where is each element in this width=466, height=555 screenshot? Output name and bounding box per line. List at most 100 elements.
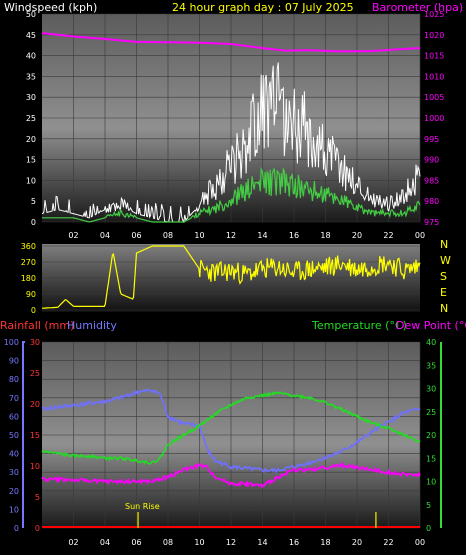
temp-panel-x-ticks: 02 04 06 08 10 12 14 16 18 20 22 00: [68, 538, 425, 547]
barometer-tick-label: 1020: [424, 31, 444, 40]
barometer-tick-label: 1010: [424, 72, 444, 81]
temperature-tick-label: 35: [426, 361, 436, 370]
temp-x-tick-label: 20: [352, 538, 362, 547]
barometer-tick-label: 985: [424, 176, 439, 185]
sunrise-label: Sun Rise: [125, 502, 160, 511]
humidity-tick-label: 30: [9, 468, 19, 477]
wind-x-tick-label: 12: [226, 231, 236, 240]
compass-label: W: [440, 254, 451, 267]
temp-x-tick-label: 04: [100, 538, 110, 547]
wind-x-tick-label: 18: [320, 231, 330, 240]
windspeed-axis-title: Windspeed (kph): [4, 1, 97, 14]
barometer-line: [41, 32, 421, 53]
wind-x-tick-label: 22: [383, 231, 393, 240]
wind-direction-line: [42, 245, 421, 309]
direction-tick-label: 270: [21, 258, 36, 267]
windspeed-tick-label: 30: [26, 93, 36, 102]
barometer-tick-label: 980: [424, 197, 439, 206]
temperature-tick-label: 25: [426, 408, 436, 417]
humidity-tick-label: 100: [4, 338, 19, 347]
direction-tick-label: 0: [31, 306, 36, 315]
dew-point-axis-title: Dew Point (°C): [396, 319, 466, 332]
windspeed-y-ticks: 0 5 10 15 20 25 30 35 40 45 50: [26, 10, 36, 227]
barometer-tick-label: 1025: [424, 10, 444, 19]
rainfall-tick-label: 20: [30, 400, 40, 409]
wind-panel-series: [41, 32, 421, 224]
windspeed-tick-label: 5: [31, 197, 36, 206]
rainfall-tick-label: 5: [35, 493, 40, 502]
wind-panel-x-ticks: 02 04 06 08 10 12 14 16 18 20 22 00: [68, 231, 425, 240]
barometer-axis-title: Barometer (hpa): [372, 1, 463, 14]
rainfall-tick-label: 10: [30, 462, 40, 471]
wind-average-line: [42, 166, 421, 223]
humidity-tick-label: 40: [9, 450, 19, 459]
wind-x-tick-label: 14: [257, 231, 267, 240]
temp-panel-axes: 0 10 20 30 40 50 60 70 80 90 100 0 5 10 15 20 25 30 0 5 10 15…: [4, 338, 442, 533]
humidity-tick-label: 50: [9, 431, 19, 440]
temp-x-tick-label: 00: [415, 538, 425, 547]
dew-point-line: [41, 461, 421, 489]
wind-gust-line: [41, 62, 421, 224]
wind-x-tick-label: 08: [163, 231, 173, 240]
wind-x-tick-label: 00: [415, 231, 425, 240]
temperature-tick-label: 20: [426, 431, 436, 440]
temp-x-tick-label: 12: [226, 538, 236, 547]
rainfall-tick-label: 15: [30, 431, 40, 440]
barometer-tick-label: 975: [424, 218, 439, 227]
compass-label: N: [440, 238, 448, 251]
humidity-tick-label: 10: [9, 505, 19, 514]
temp-x-tick-label: 02: [68, 538, 78, 547]
windspeed-tick-label: 35: [26, 72, 36, 81]
windspeed-tick-label: 20: [26, 135, 36, 144]
rainfall-tick-label: 30: [30, 338, 40, 347]
windspeed-tick-label: 25: [26, 114, 36, 123]
temp-x-tick-label: 10: [194, 538, 204, 547]
humidity-tick-label: 70: [9, 394, 19, 403]
barometer-tick-label: 990: [424, 156, 439, 165]
wind-x-tick-label: 06: [131, 231, 141, 240]
direction-panel-grid: [42, 245, 420, 311]
humidity-tick-label: 90: [9, 357, 19, 366]
temperature-axis-title: Temperature (°C): [311, 319, 407, 332]
humidity-axis-title: Humidity: [67, 319, 117, 332]
humidity-tick-label: 20: [9, 487, 19, 496]
direction-tick-label: 360: [21, 242, 36, 251]
temperature-line: [41, 390, 421, 465]
wind-x-tick-label: 16: [289, 231, 299, 240]
barometer-y-ticks: 975 980 985 990 995 1000 1005 1010 1015 1020 1025: [424, 10, 444, 227]
temperature-tick-label: 15: [426, 454, 436, 463]
barometer-tick-label: 1015: [424, 52, 444, 61]
wind-x-tick-label: 10: [194, 231, 204, 240]
temp-x-tick-label: 14: [257, 538, 267, 547]
humidity-tick-label: 80: [9, 375, 19, 384]
barometer-tick-label: 995: [424, 135, 439, 144]
rainfall-axis-title: Rainfall (mm): [0, 319, 74, 332]
temp-panel-series: [41, 388, 421, 528]
barometer-tick-label: 1005: [424, 93, 444, 102]
rainfall-tick-label: 0: [35, 524, 40, 533]
barometer-tick-label: 1000: [424, 114, 444, 123]
direction-y-ticks: 0 90 180 270 360: [21, 242, 36, 315]
windspeed-tick-label: 15: [26, 156, 36, 165]
windspeed-tick-label: 0: [31, 218, 36, 227]
direction-tick-label: 90: [26, 290, 36, 299]
windspeed-tick-label: 10: [26, 176, 36, 185]
humidity-tick-label: 60: [9, 412, 19, 421]
temperature-tick-label: 0: [426, 524, 431, 533]
graph-date-title: 24 hour graph day : 07 July 2025: [172, 1, 354, 14]
temperature-tick-label: 5: [426, 501, 431, 510]
temp-x-tick-label: 06: [131, 538, 141, 547]
temperature-tick-label: 10: [426, 478, 436, 487]
direction-series: [42, 245, 421, 309]
compass-label: E: [440, 286, 447, 299]
wind-x-tick-label: 04: [100, 231, 110, 240]
rainfall-tick-label: 25: [30, 369, 40, 378]
temperature-tick-label: 30: [426, 385, 436, 394]
temp-x-tick-label: 22: [383, 538, 393, 547]
wind-panel-grid: [42, 13, 421, 223]
wind-x-tick-label: 20: [352, 231, 362, 240]
temp-x-tick-label: 18: [320, 538, 330, 547]
compass-label: S: [440, 270, 447, 283]
compass-label: N: [440, 302, 448, 315]
